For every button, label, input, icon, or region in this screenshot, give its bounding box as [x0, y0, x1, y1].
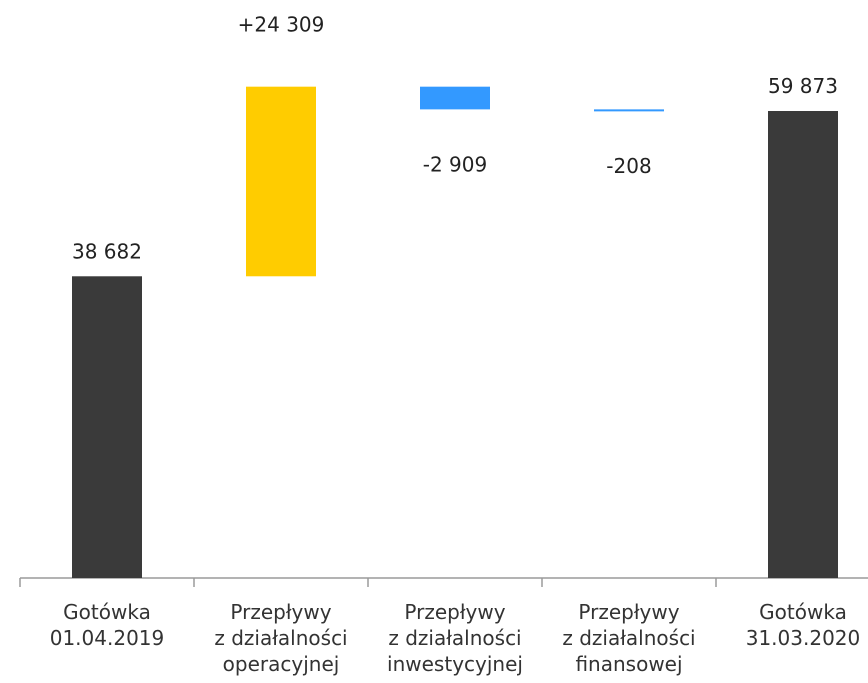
x-tick-label-2: Przepływy z działalności operacyjnej — [214, 600, 347, 676]
bar-2 — [246, 86, 316, 277]
bar-5 — [768, 111, 838, 578]
bar-3 — [420, 86, 490, 110]
data-label-5: 59 873 — [768, 74, 838, 98]
data-label-3: -2 909 — [423, 152, 487, 176]
bar-1 — [72, 276, 142, 578]
x-tick-label-3: Przepływy z działalności inwestycyjnej — [387, 600, 523, 676]
bar-4 — [594, 109, 664, 112]
x-tick-label-4: Przepływy z działalności finansowej — [562, 600, 695, 676]
data-label-2: +24 309 — [238, 13, 325, 37]
x-tick-label-1: Gotówka 01.04.2019 — [50, 600, 165, 650]
data-label-4: -208 — [606, 154, 651, 178]
data-label-1: 38 682 — [72, 239, 142, 263]
x-tick-label-5: Gotówka 31.03.2020 — [746, 600, 861, 650]
